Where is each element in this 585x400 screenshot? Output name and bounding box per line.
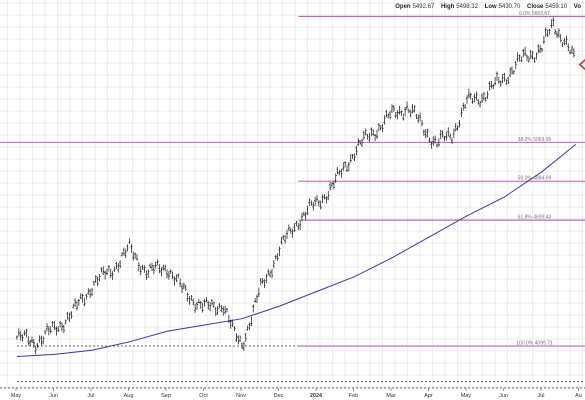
- x-axis-tick-label: Jul: [87, 393, 94, 399]
- ohlc-readout: Open 5492.67 High 5498.32 Low 5430.70 Close…: [395, 4, 583, 10]
- fib-level-label: 50.0% 4884.69: [518, 176, 552, 182]
- price-arrow-icon: [578, 59, 585, 71]
- close-value: 5459.10: [545, 4, 568, 10]
- fibonacci-retracement[interactable]: 0.0% 5669.67 38.2% 5069.95 50.0% 4884.69 61…: [0, 11, 585, 347]
- open-value: 5492.67: [412, 4, 435, 10]
- moving-average-line: [16, 144, 577, 357]
- x-axis-tick-label: Feb: [349, 393, 358, 399]
- volume-label: Vo: [573, 4, 581, 10]
- fib-level-label: 100.0% 4099.71: [516, 341, 553, 347]
- x-axis-tick-label: 2024: [310, 393, 323, 399]
- x-axis-tick-label: Mar: [386, 393, 396, 399]
- price-bars: [15, 17, 575, 355]
- open-label: Open: [395, 4, 411, 10]
- high-label: High: [440, 4, 455, 10]
- fib-level-label: 0.0% 5669.67: [519, 11, 550, 17]
- low-label: Low: [484, 4, 497, 10]
- x-axis-tick-label: Aug: [124, 393, 134, 399]
- x-axis-tick-label: May: [11, 393, 22, 399]
- moving-average: [16, 144, 577, 357]
- close-label: Close: [527, 4, 544, 10]
- x-axis-tick-label: Au: [575, 393, 582, 399]
- low-value: 5430.70: [498, 4, 521, 10]
- fib-level-label: 61.8% 4699.43: [518, 215, 552, 221]
- x-axis-tick-label: May: [461, 393, 472, 399]
- x-axis: May Jun Jul Aug Sep Oct Nov Dec 2024 Feb Mar Apr May…: [0, 387, 585, 399]
- x-axis-tick-label: Nov: [236, 393, 246, 399]
- x-axis-tick-label: Jun: [49, 393, 58, 399]
- x-axis-tick-label: Jun: [499, 393, 508, 399]
- fib-level-label: 38.2% 5069.95: [518, 137, 552, 143]
- x-axis-tick-label: Apr: [424, 393, 433, 399]
- x-axis-tick-label: Oct: [199, 393, 208, 399]
- x-axis-tick-label: Sep: [161, 393, 171, 399]
- x-axis-tick-label: Dec: [274, 393, 284, 399]
- high-value: 5498.32: [456, 4, 478, 10]
- last-price-marker: [578, 59, 585, 71]
- horizontal-lines: [17, 345, 585, 383]
- x-axis-tick-label: Jul: [537, 393, 544, 399]
- grid: [0, 0, 585, 388]
